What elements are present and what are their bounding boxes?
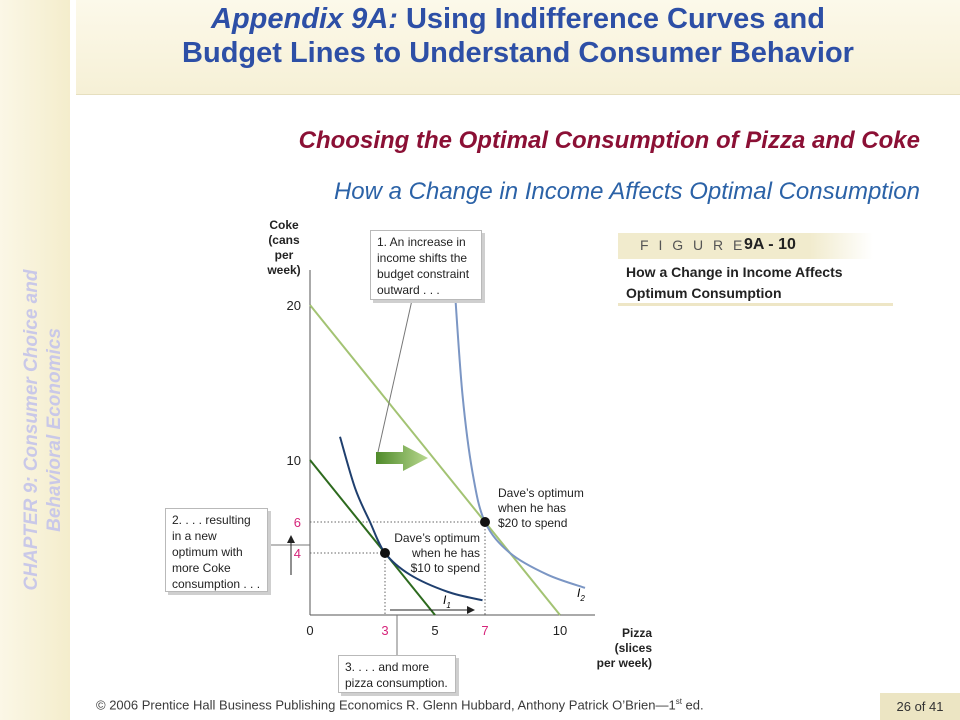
figure-caption-line: Optimum Consumption: [626, 285, 782, 301]
page-title: Appendix 9A: Using Indifference Curves a…: [76, 2, 960, 70]
optimum-label-line: $10 to spend: [410, 561, 480, 575]
i1-curve-label: I1: [443, 593, 451, 610]
axes: [309, 270, 595, 616]
page-number: 26 of 41: [880, 693, 960, 720]
side-bar: [0, 0, 70, 720]
annotation-line: outward . . .: [377, 283, 440, 297]
optimum-label-20: Dave’s optimum when he has $20 to spend: [498, 486, 598, 531]
annotation-line: more Coke: [172, 561, 231, 575]
x-axis-title-line: (slices: [614, 641, 652, 655]
annotation-line: 1. An increase in: [377, 235, 466, 249]
footer-sup: st: [675, 697, 682, 706]
series-marks: [380, 517, 490, 558]
x-tick-label: 10: [553, 623, 567, 638]
annotation-line: income shifts the: [377, 251, 468, 265]
optimum-label-10: Dave’s optimum when he has $10 to spend: [388, 531, 480, 576]
optimum-label-line: Dave’s optimum: [394, 531, 480, 545]
annotation-line: optimum with: [172, 545, 243, 559]
guide-lines: [310, 521, 486, 615]
footer-text: © 2006 Prentice Hall Business Publishing…: [96, 697, 676, 713]
y-tick-label: 10: [287, 453, 301, 468]
x-axis-title-line: Pizza: [621, 626, 652, 640]
optimum-point-0: [380, 548, 390, 558]
chart-decor: [268, 299, 475, 655]
optimum-label-line: Dave’s optimum: [498, 486, 584, 500]
y-axis-title-line: Coke: [269, 218, 299, 232]
annotation-income-shift: 1. An increase in income shifts the budg…: [370, 230, 482, 300]
figure-caption: How a Change in Income Affects Optimum C…: [626, 262, 926, 304]
x-axis-title-line: per week): [596, 656, 652, 670]
right-arrow-head: [467, 606, 475, 614]
i2-curve-label: I2: [577, 586, 585, 603]
y-tick-label: 20: [287, 298, 301, 313]
series-line-i2: [454, 292, 586, 589]
x-axis-title: Pizza (slices per week): [580, 626, 652, 671]
optimum-label-line: $20 to spend: [498, 516, 568, 530]
up-arrow-head: [287, 535, 295, 543]
annotation-line: budget constraint: [377, 267, 470, 281]
series-line-budget-0: [309, 459, 436, 616]
y-axis-title-line: week): [267, 263, 301, 277]
series-line-budget-1: [309, 304, 561, 616]
optimum-label-line: when he has: [498, 501, 567, 515]
x-tick-label: 5: [431, 623, 438, 638]
footer-end: ed.: [681, 697, 704, 713]
annotation-line: 3. . . . and more: [345, 660, 430, 674]
figure-caption-line: How a Change in Income Affects: [626, 264, 843, 280]
optimum-label-line: when he has: [411, 546, 480, 560]
annotation-line: pizza consumption.: [345, 676, 448, 690]
section-subheading: How a Change in Income Affects Optimal C…: [333, 178, 920, 205]
x-tick-label: 7: [481, 623, 488, 638]
title-line-2: Budget Lines to Understand Consumer Beha…: [182, 37, 854, 69]
annotation-line: 2. . . . resulting: [172, 513, 251, 527]
annotation-more-pizza: 3. . . . and more pizza consumption.: [338, 655, 456, 693]
y-axis-title-line: (cans: [268, 233, 300, 247]
figure-underline: [618, 303, 893, 306]
y-tick-label: 4: [294, 546, 301, 561]
annotation-line: in a new: [172, 529, 217, 543]
figure-word: F I G U R E: [640, 237, 746, 253]
x-tick-label: 3: [381, 623, 388, 638]
y-tick-label: 6: [294, 515, 301, 530]
tick-labels: 0 3 5 7 10 20 10 6 4: [287, 298, 568, 638]
figure-label-band: [618, 233, 873, 259]
optimum-point-1: [480, 517, 490, 527]
annotation-line: consumption . . .: [172, 577, 261, 591]
figure-number: 9A - 10: [744, 236, 796, 253]
x-tick-label: 0: [306, 623, 313, 638]
y-axis-title-line: per: [274, 248, 294, 262]
section-heading: Choosing the Optimal Consumption of Pizz…: [298, 127, 920, 154]
footer-credit: © 2006 Prentice Hall Business Publishing…: [96, 697, 704, 712]
title-rest: Using Indifference Curves and: [397, 3, 825, 35]
annotation-more-coke: 2. . . . resulting in a new optimum with…: [165, 508, 268, 592]
y-axis-title: Coke (cans per week): [262, 218, 306, 278]
leader-line-income: [377, 299, 413, 453]
shift-arrow: [376, 445, 428, 471]
title-band: [76, 0, 960, 95]
title-appendix: Appendix 9A:: [211, 3, 398, 35]
